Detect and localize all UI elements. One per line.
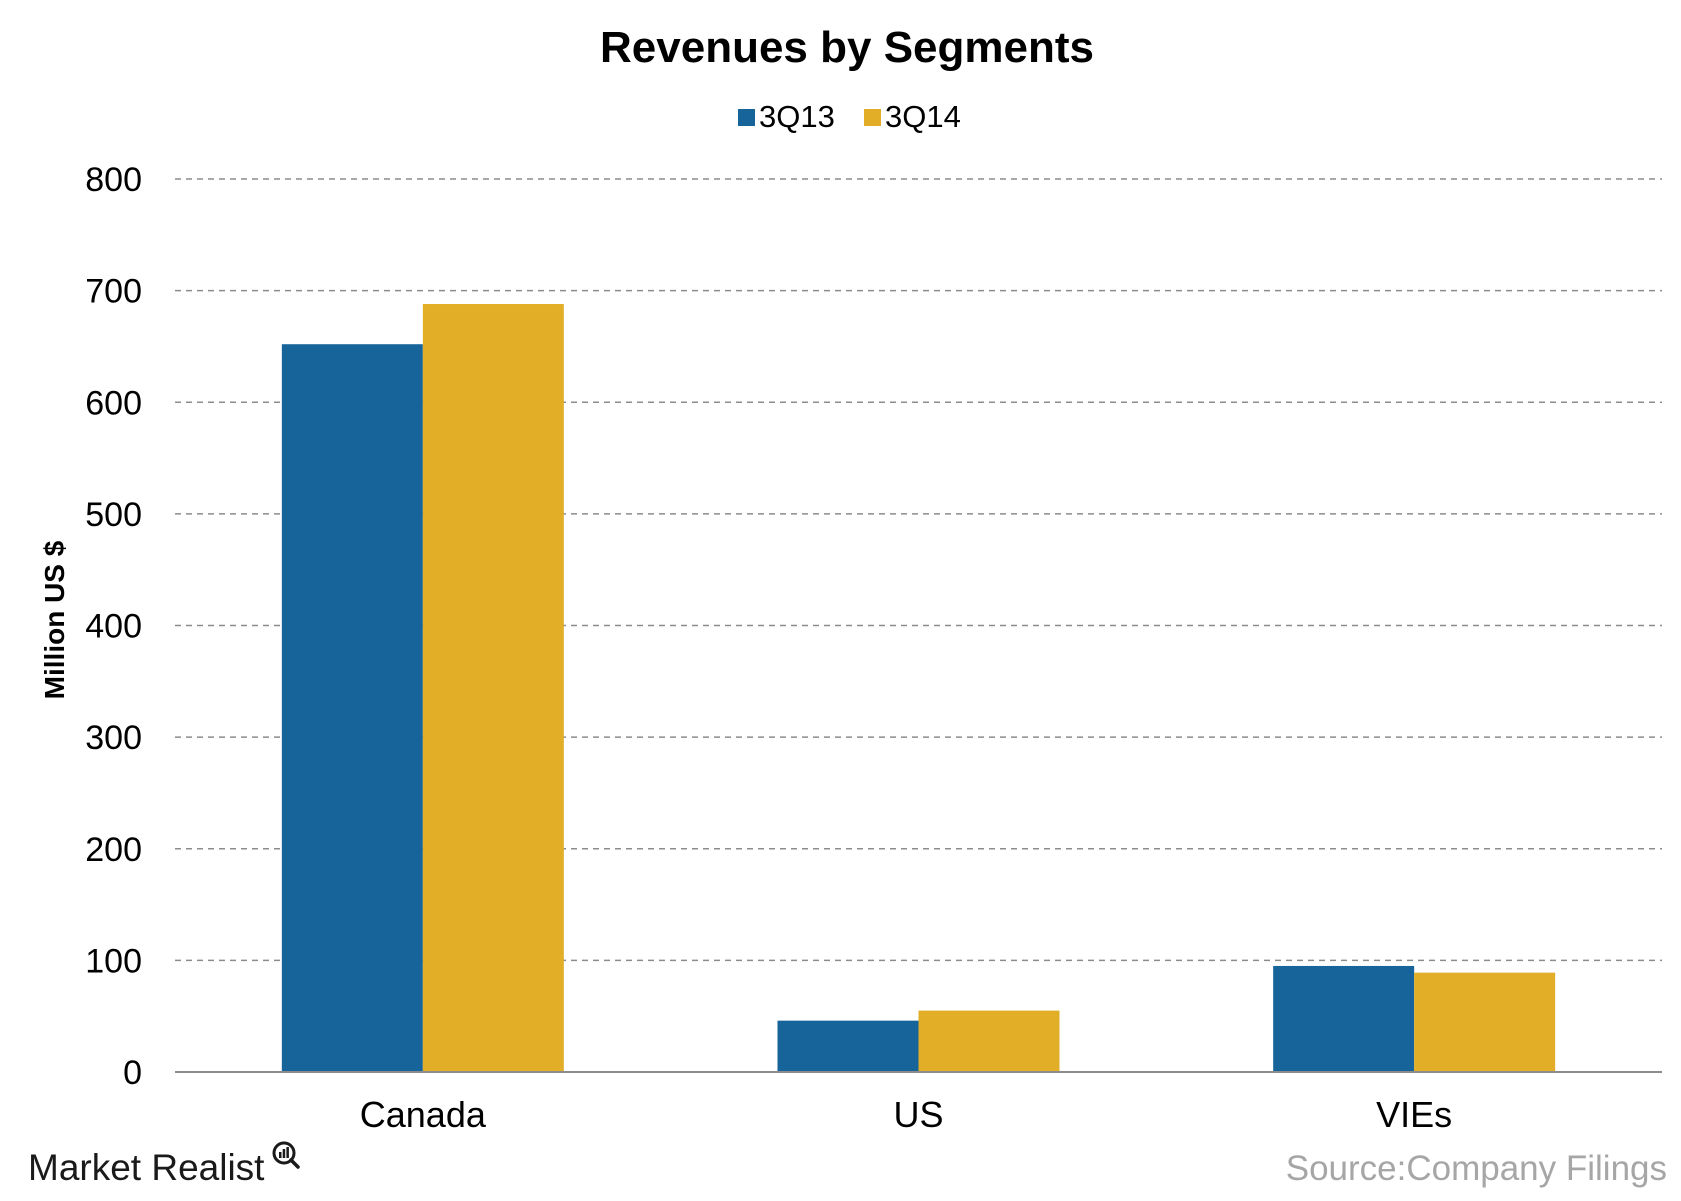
y-tick-label: 700 (85, 273, 142, 311)
x-category-label: Canada (360, 1094, 487, 1135)
legend-label: 3Q13 (759, 99, 835, 134)
x-category-label: VIEs (1376, 1094, 1452, 1135)
brand-logo: Market Realist (28, 1141, 300, 1188)
magnifier-chart-icon (272, 1141, 300, 1169)
y-axis-label: Million US $ (39, 540, 70, 699)
y-tick-label: 300 (85, 719, 142, 757)
x-axis-categories: Canada US VIEs (360, 1094, 1452, 1135)
y-tick-label: 400 (85, 608, 142, 646)
bar-3q13-us (777, 1020, 919, 1072)
y-tick-label: 600 (85, 384, 142, 422)
bar-3q14-us (918, 1010, 1060, 1072)
y-tick-label: 100 (85, 942, 142, 980)
y-tick-label: 200 (85, 831, 142, 869)
bars (281, 304, 1556, 1073)
legend-label: 3Q14 (885, 99, 961, 134)
source-note: Source:Company Filings (1286, 1149, 1667, 1188)
y-axis-ticks: 0 100 200 300 400 500 600 700 800 (85, 161, 142, 1092)
legend-swatch-3q13 (738, 109, 755, 126)
bar-3q14-vies (1414, 972, 1556, 1072)
brand-name: Market Realist (28, 1147, 265, 1188)
x-category-label: US (893, 1094, 943, 1135)
legend: 3Q13 3Q14 (738, 99, 961, 134)
chart-title: Revenues by Segments (600, 23, 1094, 72)
y-tick-label: 800 (85, 161, 142, 199)
y-tick-label: 0 (123, 1054, 142, 1092)
y-tick-label: 500 (85, 496, 142, 534)
bar-3q14-canada (422, 304, 564, 1072)
bar-3q13-canada (281, 344, 423, 1073)
legend-swatch-3q14 (864, 109, 881, 126)
bar-3q13-vies (1273, 965, 1415, 1072)
